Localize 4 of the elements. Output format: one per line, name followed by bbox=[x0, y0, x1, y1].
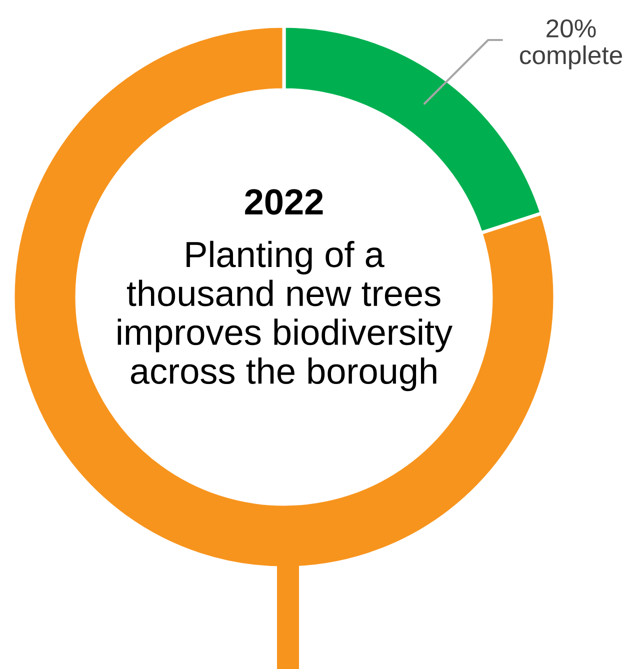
data-label: 20% bbox=[546, 19, 596, 38]
text: Planting of a thousand new trees improves biodiversity across the borough bbox=[118, 240, 453, 392]
text: 2022 bbox=[245, 189, 323, 215]
slice-label: complete bbox=[520, 45, 622, 70]
